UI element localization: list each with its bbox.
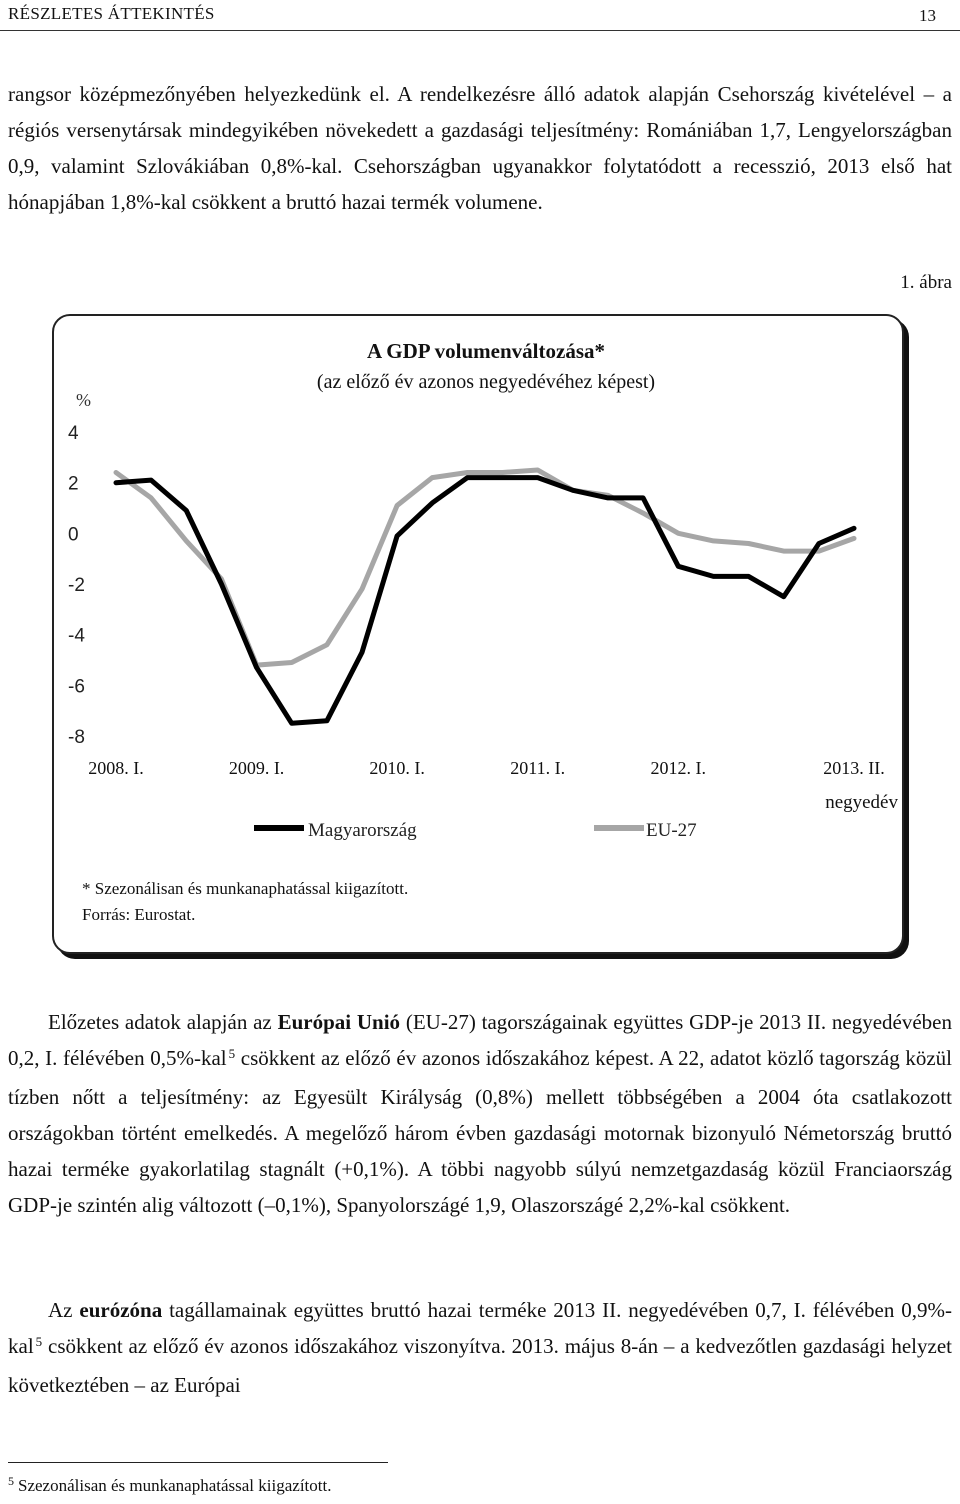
footnote-rule (8, 1462, 388, 1463)
legend-label: EU-27 (646, 820, 697, 841)
y-tick-label: -2 (68, 575, 85, 596)
y-tick-label: -6 (68, 676, 85, 697)
y-tick-label: 2 (68, 474, 79, 495)
paragraph-1-text: rangsor középmezőnyében helyezkedünk el.… (8, 82, 952, 214)
chart-title: A GDP volumenváltozása* (367, 339, 605, 363)
footnote-text: Szezonálisan és munkanaphatással kiigazí… (18, 1476, 332, 1495)
gdp-line-chart: A GDP volumenváltozása* (az előző év azo… (68, 339, 898, 924)
p2-text-2: (EU-27) tagországainak együttes GDP-je 2… (8, 1010, 952, 1070)
y-tick-label: 4 (68, 423, 79, 444)
p2-text-3: csökkent az előző év azonos időszakához … (8, 1046, 952, 1217)
y-tick-label: 0 (68, 524, 79, 545)
page-number: 13 (919, 6, 936, 25)
x-tick-label: 2012. I. (651, 758, 707, 778)
p3-text-2: tagállamainak együttes bruttó hazai term… (8, 1298, 952, 1358)
body-paragraph-3: Az eurózóna tagállamainak együttes brutt… (8, 1292, 952, 1403)
x-tick-label: 2009. I. (229, 758, 285, 778)
y-tick-label: -4 (68, 626, 85, 647)
x-tick-label: 2008. I. (88, 758, 144, 778)
body-paragraph-1: rangsor középmezőnyében helyezkedünk el.… (8, 76, 952, 220)
p3-text-3: csökkent az előző év azonos időszakához … (8, 1334, 952, 1397)
legend-label: Magyarország (308, 820, 417, 841)
p2-footnote-ref: 5 (228, 1046, 236, 1061)
x-tick-label: 2013. II. (823, 758, 885, 778)
series-line-hungary (113, 475, 857, 726)
footnote: 5 Szezonálisan és munkanaphatással kiigaz… (8, 1474, 332, 1496)
header-rule (0, 30, 960, 31)
x-tick-label: 2011. I. (510, 758, 565, 778)
chart-frame: A GDP volumenváltozása* (az előző év azo… (52, 314, 904, 954)
figure-label: 1. ábra (900, 272, 952, 293)
x-tick-label: 2010. I. (369, 758, 425, 778)
body-paragraph-2: Előzetes adatok alapján az Európai Unió … (8, 1004, 952, 1223)
running-header-section: RÉSZLETES ÁTTEKINTÉS (8, 4, 215, 23)
p3-footnote-ref: 5 (35, 1334, 43, 1349)
chart-note-source: Forrás: Eurostat. (82, 905, 195, 924)
y-tick-label: -8 (68, 727, 85, 748)
p3-bold-eurozone: eurózóna (79, 1298, 163, 1322)
series-line-eu27 (113, 467, 857, 668)
y-axis-unit: % (76, 390, 91, 410)
chart-subtitle: (az előző év azonos negyedévéhez képest) (317, 371, 655, 393)
p2-text-1: Előzetes adatok alapján az (48, 1010, 278, 1034)
p2-bold-eu: Európai Unió (277, 1010, 401, 1034)
footnote-mark: 5 (8, 1474, 14, 1488)
p3-text-1: Az (48, 1298, 80, 1322)
chart-note-seasonal: * Szezonálisan és munkanaphatással kiiga… (82, 879, 408, 898)
x-axis-label: negyedév (825, 792, 898, 813)
